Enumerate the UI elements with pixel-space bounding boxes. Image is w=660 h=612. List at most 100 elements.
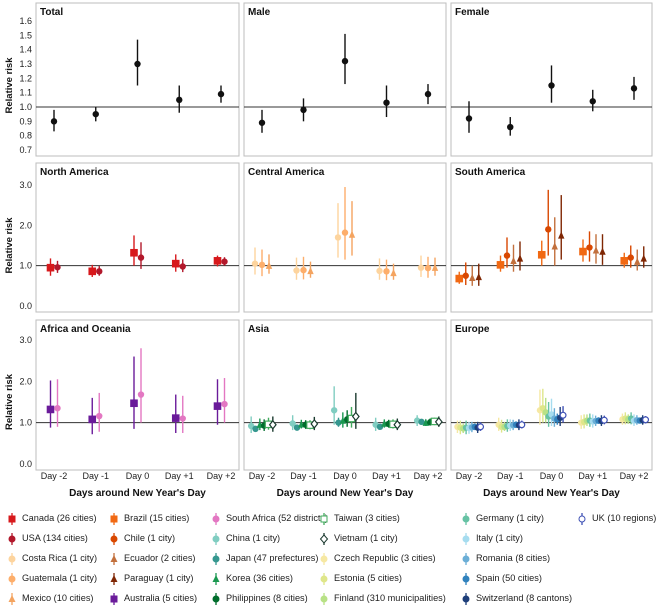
x-tick-label: Day +1 (372, 471, 401, 481)
data-point (268, 419, 277, 430)
data-point (265, 261, 273, 269)
data-point (50, 118, 58, 125)
data-point (383, 99, 390, 106)
data-point (46, 263, 55, 272)
y-tick-label: 1.5 (19, 30, 32, 40)
x-tick-label: Day 0 (540, 471, 564, 481)
data-point (289, 420, 296, 427)
data-point (376, 423, 384, 430)
legend-label: Guatemala (1 city) (22, 573, 98, 583)
legend-symbol (462, 535, 470, 543)
series-chile-1-city (462, 189, 634, 286)
legend-label: Spain (50 cities) (476, 573, 542, 583)
legend-marker (110, 533, 118, 545)
data-point (383, 268, 390, 275)
panel-frame (450, 319, 653, 471)
series-usa-134-cities (54, 242, 228, 276)
x-tick-label: Day -1 (497, 471, 524, 481)
data-point (642, 416, 650, 424)
x-tick-label: Day 0 (126, 471, 150, 481)
legend-symbol (320, 575, 328, 583)
legend-label: China (1 city) (226, 533, 281, 543)
legend-marker (578, 513, 586, 525)
legend-label: Italy (1 city) (476, 533, 523, 543)
legend-label: Switzerland (8 cantons) (476, 593, 573, 603)
data-point (559, 411, 567, 419)
legend-marker (212, 533, 220, 545)
legend-symbol (320, 515, 328, 523)
legend-marker (462, 593, 470, 605)
data-point (307, 266, 314, 275)
series-uk-10-regions (477, 406, 650, 431)
legend-symbol (8, 555, 16, 563)
legend-label: Brazil (15 cities) (124, 513, 190, 523)
data-point (545, 226, 552, 233)
legend-symbol (110, 575, 118, 582)
panel-male: Male (243, 2, 447, 157)
x-tick-label: Day +1 (578, 471, 607, 481)
data-point (469, 273, 476, 281)
series-australia-5-cities (46, 356, 222, 435)
data-point (548, 82, 555, 89)
y-tick-label: 3.0 (19, 180, 32, 190)
y-tick-label: 1.4 (19, 45, 32, 55)
data-point (627, 254, 634, 261)
data-point (640, 254, 647, 262)
legend-marker (319, 533, 329, 545)
data-point (496, 261, 505, 269)
data-point (179, 415, 186, 422)
data-point (221, 258, 228, 265)
legend-symbol (462, 515, 470, 523)
legend-symbol (319, 534, 329, 544)
panel-frame (35, 162, 240, 313)
y-tick-label: 0.7 (19, 145, 32, 155)
data-point (92, 110, 99, 118)
x-tick-label: Day +1 (165, 471, 194, 481)
legend-symbol (578, 515, 586, 523)
panel-title: North America (40, 167, 109, 178)
legend-marker (8, 513, 16, 525)
x-axis-label: Days around New Year's Day (483, 488, 620, 499)
y-tick-label: 1.2 (19, 73, 32, 83)
y-tick-label: 1.3 (19, 59, 32, 69)
legend-symbol (110, 555, 118, 562)
data-point (213, 257, 222, 265)
x-tick-label: Day -1 (290, 471, 317, 481)
legend-marker (212, 573, 220, 585)
data-point (592, 246, 600, 254)
y-tick-label: 0.9 (19, 116, 32, 126)
legend-marker (462, 513, 470, 525)
legend-marker (110, 553, 118, 565)
y-axis-label: Relative risk (4, 373, 15, 430)
data-point (630, 85, 638, 92)
data-point (600, 416, 608, 424)
legend-symbol (212, 595, 220, 603)
legend-label: Taiwan (3 cities) (334, 513, 400, 523)
data-point (54, 405, 61, 412)
data-point (348, 230, 356, 238)
series-female (465, 65, 638, 136)
data-point (634, 257, 641, 265)
panel-frame (35, 319, 240, 471)
x-tick-label: Day +2 (207, 471, 236, 481)
legend-label: Chile (1 city) (124, 533, 176, 543)
x-axis-label: Days around New Year's Day (69, 488, 206, 499)
data-point (171, 259, 180, 268)
series-paraguay-1-city (475, 195, 647, 286)
legend-marker (8, 593, 16, 605)
legend-label: Japan (47 prefectures) (226, 553, 319, 563)
data-point (431, 263, 439, 271)
legend-label: Philippines (8 cities) (226, 593, 308, 603)
legend-label: Costa Rica (1 city) (22, 553, 98, 563)
data-point (335, 419, 342, 426)
data-point (462, 272, 469, 279)
data-point (586, 244, 593, 251)
data-point (351, 411, 360, 422)
legend-symbol (212, 515, 220, 523)
y-tick-label: 0.0 (19, 459, 32, 469)
y-axis-label: Relative risk (4, 217, 15, 274)
data-point (417, 264, 425, 271)
data-point (393, 419, 402, 430)
legend: Canada (26 cities) USA (134 cities) Costa … (0, 506, 660, 612)
